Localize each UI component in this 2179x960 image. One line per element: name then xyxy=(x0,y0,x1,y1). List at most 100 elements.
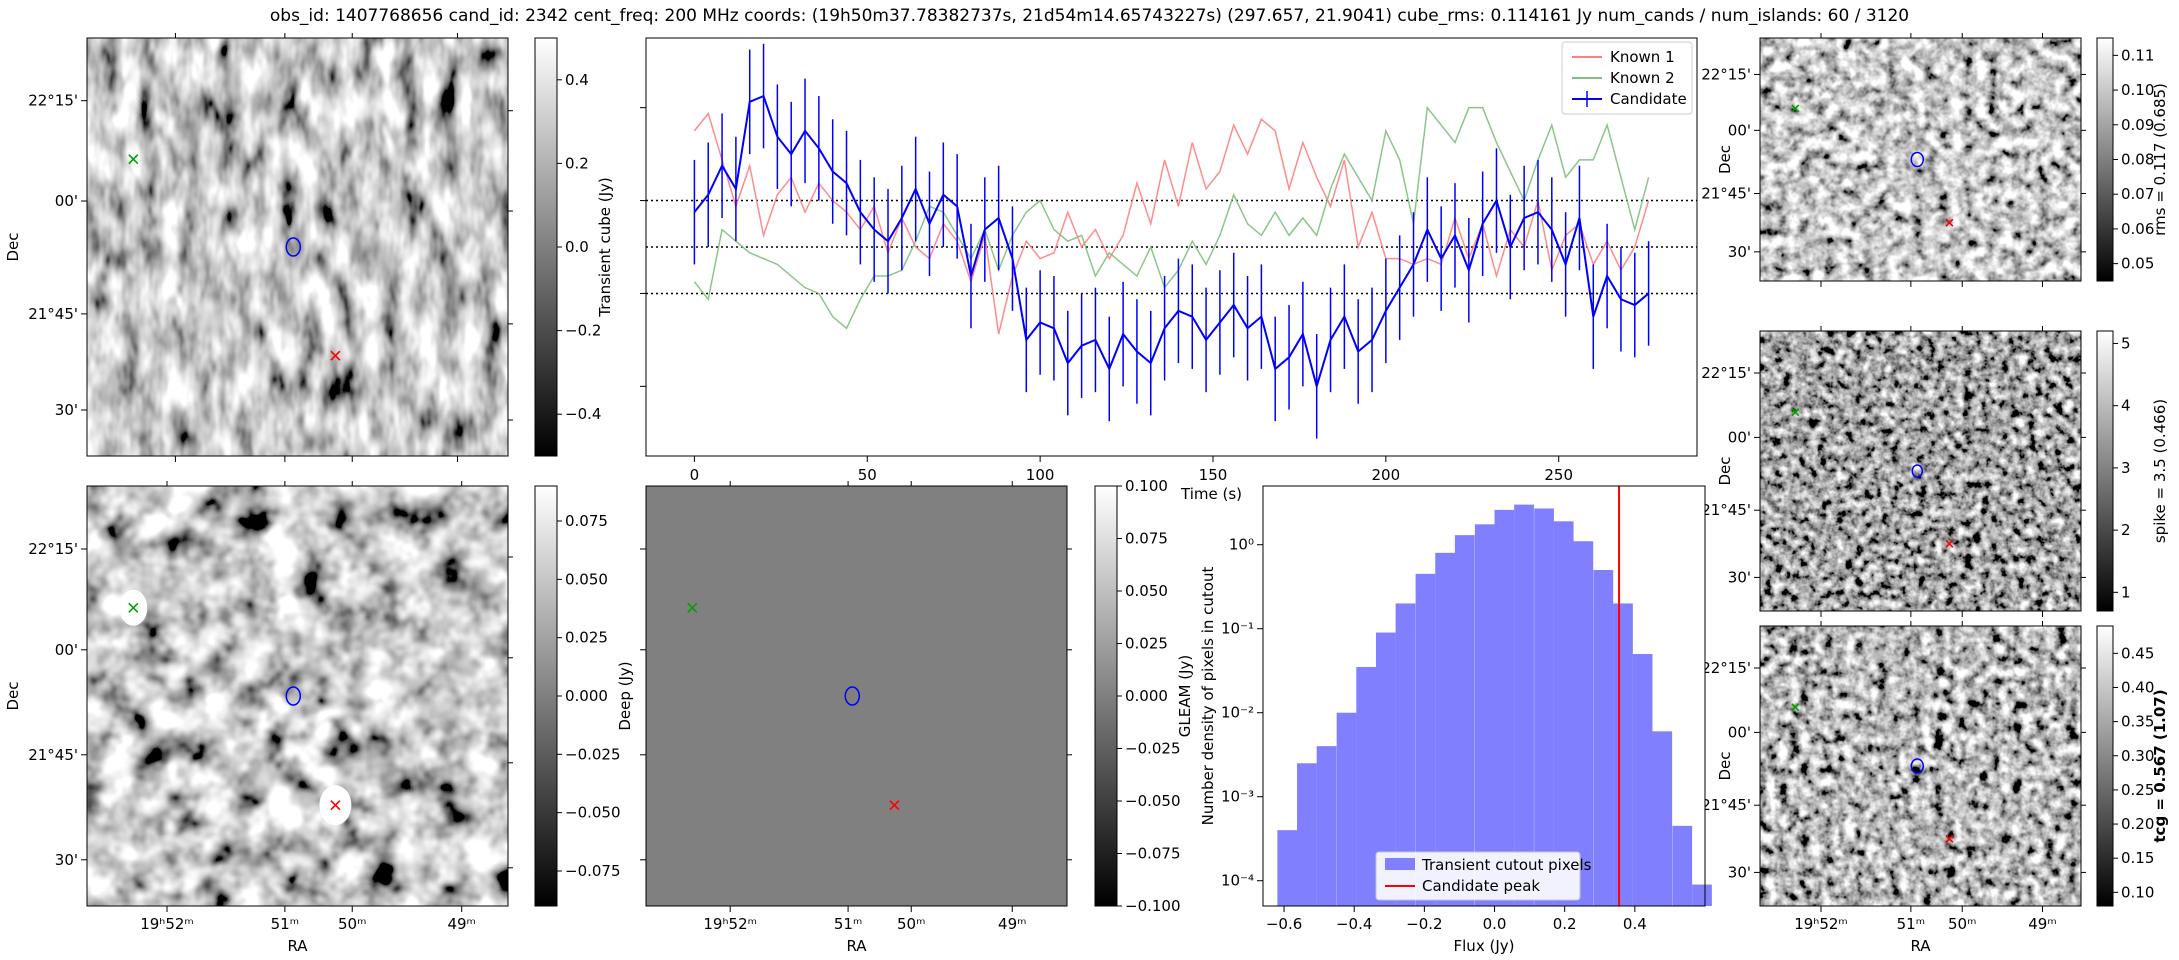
image-frame xyxy=(86,485,509,907)
panel-spike: 22°15' 00' 21°45' 30' Dec 5 4 3 2 1 spike = 3.5 (0… xyxy=(1701,326,2169,617)
histogram-bar xyxy=(1297,763,1317,906)
colorbar xyxy=(2096,330,2114,612)
image-gleam xyxy=(646,486,1067,906)
colorbar-tick-label: 0.025 xyxy=(1125,635,1168,653)
colorbar-tick-label: 0.10 xyxy=(2121,883,2154,901)
colorbar-tick-label: 0.075 xyxy=(565,512,608,530)
image-frame xyxy=(1759,330,2082,612)
figure-suptitle: obs_id: 1407768656 cand_id: 2342 cent_fr… xyxy=(269,6,1910,26)
colorbar-tick-label: 0.20 xyxy=(2121,815,2154,833)
x-tick-label: 200 xyxy=(1372,466,1401,484)
lightcurve-chart: 0 50 100 150 200 250 Time (s) Known 1 Known 2 Can… xyxy=(640,37,1698,503)
histogram-bar xyxy=(1435,552,1455,906)
dec-axis-label: Dec xyxy=(4,681,22,710)
colorbar-tick-label: 0.050 xyxy=(565,570,608,588)
colorbar-tick-label: −0.050 xyxy=(565,804,621,822)
known-source-marker xyxy=(687,602,698,613)
y-tick-label: 10⁰ xyxy=(1229,536,1254,554)
dec-tick-label: 00' xyxy=(55,641,78,659)
known-source-marker xyxy=(1945,834,1954,843)
colorbar-tick-label: −0.075 xyxy=(565,862,621,880)
image-deep xyxy=(87,486,508,906)
known-source-marker xyxy=(1791,703,1800,712)
known-source-marker xyxy=(889,800,900,811)
colorbar-tick-label: −0.4 xyxy=(565,405,601,423)
known-source-marker xyxy=(128,154,139,165)
legend-label: Candidate xyxy=(1610,90,1687,108)
colorbar-tick-label: 0.15 xyxy=(2121,849,2154,867)
dec-tick-label: 22°15' xyxy=(28,92,78,110)
image-frame xyxy=(645,485,1068,907)
known-source-marker xyxy=(330,350,341,361)
known-source-marker xyxy=(128,602,139,613)
legend-label: Transient cutout pixels xyxy=(1421,856,1592,874)
colorbar-tick-label: 0.05 xyxy=(2121,255,2154,273)
x-tick-label: 0.0 xyxy=(1483,915,1507,933)
dec-tick-label: 00' xyxy=(1728,121,1751,139)
panel-deep: 22°15' 00' 21°45' 30' Dec 19ʰ52ᵐ 51ᵐ 50ᵐ 49ᵐ RA 0.… xyxy=(4,481,634,955)
dec-tick-label: 30' xyxy=(1728,243,1751,261)
histogram-bar xyxy=(1474,524,1495,906)
legend-box xyxy=(1561,41,1693,115)
y-tick-label: 10⁻² xyxy=(1221,704,1254,722)
panel-gleam: 19ʰ52ᵐ 51ᵐ 50ᵐ 49ᵐ RA 0.100 0.075 0.050 0.025 0.0… xyxy=(640,477,1194,955)
dec-tick-label: 21°45' xyxy=(28,746,78,764)
colorbar-tick-label: 0.075 xyxy=(1125,530,1168,548)
histogram-bar xyxy=(1316,746,1337,906)
colorbar-tick-label: 0.08 xyxy=(2121,151,2154,169)
ra-tick-label: 51ᵐ xyxy=(1897,915,1925,933)
legend-label: Known 1 xyxy=(1610,48,1675,66)
image-frame xyxy=(1759,625,2082,907)
colorbar-tick-label: 0.25 xyxy=(2121,781,2154,799)
colorbar-tick-label: 0.000 xyxy=(565,687,608,705)
ra-axis-label: RA xyxy=(846,937,867,955)
colorbar-label: rms = 0.117 (0.685) xyxy=(2151,83,2169,236)
dec-tick-label: 22°15' xyxy=(1701,65,1751,83)
legend-swatch xyxy=(1385,858,1415,870)
colorbar-tick-label: 0.4 xyxy=(565,71,589,89)
colorbar-tick-label: 0.10 xyxy=(2121,81,2154,99)
image-spike xyxy=(1760,331,2081,611)
dec-tick-label: 30' xyxy=(1728,863,1751,881)
candidate-contour xyxy=(1910,758,1925,774)
dec-tick-label: 30' xyxy=(1728,568,1751,586)
series-candidate xyxy=(693,94,1650,391)
dec-tick-label: 21°45' xyxy=(1701,796,1751,814)
dec-axis-label: Dec xyxy=(1716,145,1734,174)
candidate-contour xyxy=(285,237,302,257)
ra-tick-label: 49ᵐ xyxy=(2028,915,2056,933)
x-axis-label: Time (s) xyxy=(1180,485,1242,503)
colorbar xyxy=(534,37,558,457)
dec-tick-label: 22°15' xyxy=(1701,364,1751,382)
x-tick-label: −0.4 xyxy=(1336,915,1372,933)
histogram-bar xyxy=(1395,603,1416,906)
colorbar xyxy=(2096,37,2114,282)
candidate-contour xyxy=(844,686,861,706)
x-tick-label: 0.4 xyxy=(1623,915,1647,933)
dec-tick-label: 22°15' xyxy=(28,540,78,558)
colorbar-tick-label: 0.45 xyxy=(2121,644,2154,662)
x-tick-label: −0.2 xyxy=(1406,915,1442,933)
dec-tick-label: 22°15' xyxy=(1701,659,1751,677)
histogram-bar xyxy=(1692,884,1712,906)
legend-label: Candidate peak xyxy=(1422,877,1540,895)
dec-axis-label: Dec xyxy=(1716,456,1734,485)
dec-tick-label: 00' xyxy=(55,192,78,210)
plot-frame xyxy=(1262,485,1706,907)
colorbar-tick-label: 3 xyxy=(2121,459,2131,477)
colorbar-tick-label: 0.2 xyxy=(565,154,589,172)
ra-tick-label: 50ᵐ xyxy=(1948,915,1976,933)
colorbar xyxy=(534,485,558,907)
ra-tick-label: 51ᵐ xyxy=(271,915,299,933)
ra-axis-label: RA xyxy=(1910,937,1931,955)
colorbar-tick-label: 0.11 xyxy=(2121,46,2154,64)
colorbar-tick-label: 0.06 xyxy=(2121,220,2154,238)
histogram-bar xyxy=(1454,535,1475,906)
x-axis-label: Flux (Jy) xyxy=(1454,937,1515,955)
colorbar xyxy=(1094,485,1118,907)
dec-tick-label: 30' xyxy=(55,401,78,419)
legend: Known 1 Known 2 Candidate xyxy=(1561,41,1693,115)
candidate-contour xyxy=(285,686,302,706)
legend: Transient cutout pixels Candidate peak xyxy=(1375,851,1592,901)
ra-axis-label: RA xyxy=(287,937,308,955)
